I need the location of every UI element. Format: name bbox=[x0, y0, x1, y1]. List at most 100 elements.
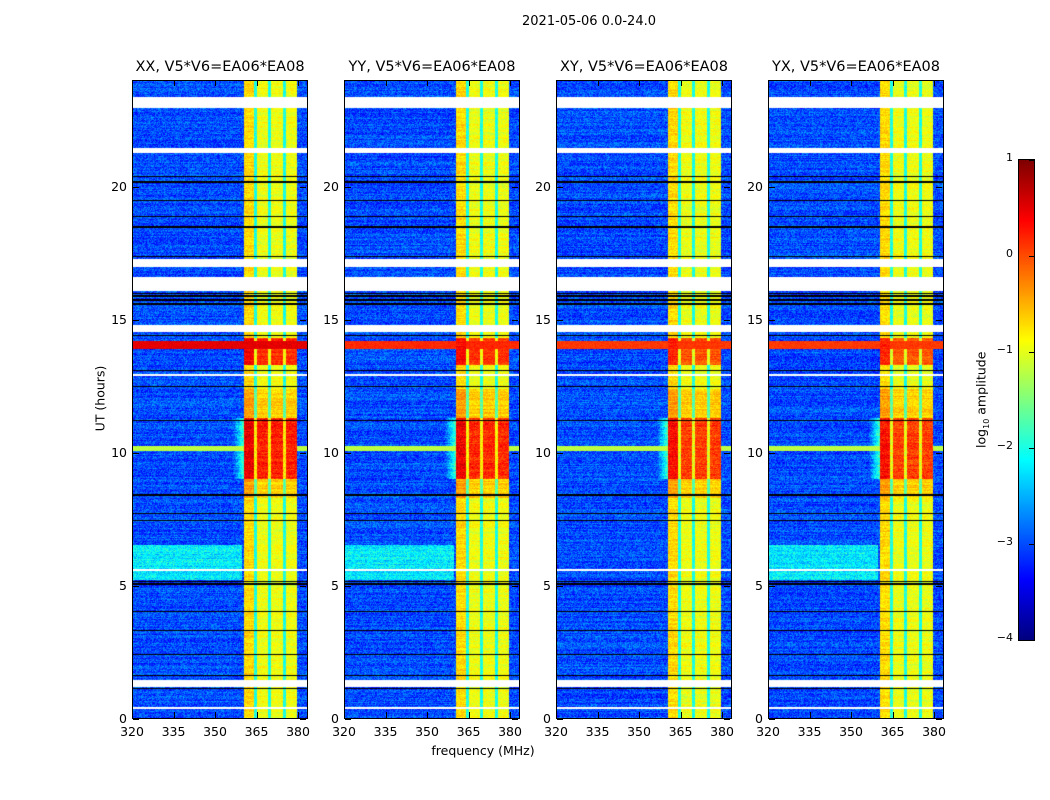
y-tick-label: 0 bbox=[119, 711, 127, 726]
colorbar-tick-mark bbox=[1029, 544, 1034, 545]
spectrogram-panel-2 bbox=[556, 80, 732, 719]
x-tick-mark bbox=[344, 80, 345, 86]
heatmap-cells bbox=[345, 81, 519, 718]
x-tick-mark bbox=[427, 80, 429, 86]
colorbar-tick-mark bbox=[1029, 448, 1034, 449]
y-tick-label: 0 bbox=[331, 711, 339, 726]
y-tick-mark bbox=[769, 319, 775, 321]
y-tick-mark bbox=[300, 585, 306, 587]
colorbar-tick-mark bbox=[1029, 352, 1034, 353]
y-tick-label: 10 bbox=[535, 444, 551, 460]
x-tick-mark bbox=[468, 712, 470, 718]
y-tick-mark bbox=[133, 319, 139, 321]
y-tick-mark bbox=[557, 452, 563, 454]
y-tick-mark bbox=[557, 319, 563, 321]
x-tick-label: 350 bbox=[839, 724, 863, 739]
y-tick-mark bbox=[936, 585, 942, 587]
x-tick-mark bbox=[132, 712, 133, 718]
y-tick-mark bbox=[345, 585, 351, 587]
x-tick-mark bbox=[385, 712, 387, 718]
y-tick-mark bbox=[557, 585, 563, 587]
panel-title: XX, V5*V6=EA06*EA08 bbox=[135, 59, 305, 75]
y-tick-mark bbox=[133, 585, 139, 587]
y-tick-mark bbox=[300, 319, 306, 321]
x-tick-mark bbox=[427, 712, 429, 718]
x-tick-mark bbox=[934, 712, 936, 718]
colorbar-tick-label: −4 bbox=[996, 631, 1013, 644]
spectrogram-panel-1 bbox=[344, 80, 520, 719]
spectrogram-panel-0 bbox=[132, 80, 308, 719]
y-tick-label: 20 bbox=[747, 178, 763, 194]
y-tick-mark bbox=[300, 186, 306, 188]
x-tick-mark bbox=[934, 80, 936, 86]
x-tick-mark bbox=[385, 80, 387, 86]
y-tick-mark bbox=[769, 452, 775, 454]
y-tick-label: 15 bbox=[111, 311, 127, 327]
x-tick-mark bbox=[892, 80, 894, 86]
heatmap-cells bbox=[133, 81, 307, 718]
y-tick-label: 10 bbox=[747, 444, 763, 460]
colorbar-label-sub: 10 bbox=[981, 418, 991, 429]
x-tick-label: 365 bbox=[668, 724, 693, 739]
x-tick-mark bbox=[809, 80, 811, 86]
x-tick-label: 335 bbox=[585, 724, 610, 739]
colorbar bbox=[1018, 159, 1035, 641]
y-tick-label: 10 bbox=[111, 444, 127, 460]
y-tick-mark bbox=[557, 719, 563, 720]
y-tick-mark bbox=[724, 719, 730, 720]
x-tick-mark bbox=[298, 712, 300, 718]
x-tick-mark bbox=[680, 712, 682, 718]
y-tick-mark bbox=[936, 186, 942, 188]
colorbar-tick-label: −2 bbox=[996, 439, 1013, 452]
x-tick-label: 380 bbox=[922, 724, 946, 739]
x-tick-label: 335 bbox=[797, 724, 822, 739]
y-tick-mark bbox=[936, 719, 942, 720]
y-tick-mark bbox=[133, 452, 139, 454]
x-tick-mark bbox=[851, 712, 853, 718]
colorbar-tick-label: 0 bbox=[1006, 247, 1013, 260]
x-tick-label: 335 bbox=[161, 724, 186, 739]
x-tick-label: 350 bbox=[415, 724, 439, 739]
spectrogram-panel-3 bbox=[768, 80, 944, 719]
y-tick-label: 5 bbox=[543, 577, 551, 593]
y-tick-mark bbox=[512, 319, 518, 321]
x-tick-mark bbox=[215, 712, 217, 718]
x-tick-mark bbox=[256, 80, 258, 86]
y-tick-mark bbox=[512, 186, 518, 188]
x-tick-label: 320 bbox=[120, 724, 144, 739]
y-tick-mark bbox=[724, 319, 730, 321]
y-tick-label: 20 bbox=[323, 178, 339, 194]
y-tick-label: 15 bbox=[747, 311, 763, 327]
y-tick-mark bbox=[724, 585, 730, 587]
x-tick-mark bbox=[597, 80, 599, 86]
x-tick-mark bbox=[173, 80, 175, 86]
x-tick-mark bbox=[556, 80, 557, 86]
x-tick-label: 365 bbox=[244, 724, 269, 739]
y-tick-label: 5 bbox=[755, 577, 763, 593]
x-axis-label: frequency (MHz) bbox=[431, 743, 535, 758]
y-tick-mark bbox=[345, 319, 351, 321]
x-tick-mark bbox=[173, 712, 175, 718]
x-tick-mark bbox=[468, 80, 470, 86]
colorbar-label-log: log bbox=[973, 428, 989, 448]
y-tick-label: 15 bbox=[535, 311, 551, 327]
y-tick-label: 20 bbox=[111, 178, 127, 194]
colorbar-tick-mark bbox=[1029, 256, 1034, 257]
y-tick-mark bbox=[936, 452, 942, 454]
x-tick-label: 320 bbox=[332, 724, 356, 739]
x-tick-label: 335 bbox=[373, 724, 398, 739]
x-tick-mark bbox=[132, 80, 133, 86]
x-tick-label: 350 bbox=[627, 724, 651, 739]
x-tick-mark bbox=[809, 712, 811, 718]
x-tick-mark bbox=[639, 80, 641, 86]
x-tick-label: 365 bbox=[456, 724, 481, 739]
heatmap-cells bbox=[769, 81, 943, 718]
colorbar-tick-mark bbox=[1029, 640, 1034, 641]
colorbar-tick-mark bbox=[1029, 160, 1034, 161]
x-tick-mark bbox=[256, 712, 258, 718]
x-tick-mark bbox=[556, 712, 557, 718]
x-tick-label: 380 bbox=[710, 724, 734, 739]
panel-title: XY, V5*V6=EA06*EA08 bbox=[559, 59, 728, 75]
y-tick-mark bbox=[512, 585, 518, 587]
y-tick-mark bbox=[769, 719, 775, 720]
